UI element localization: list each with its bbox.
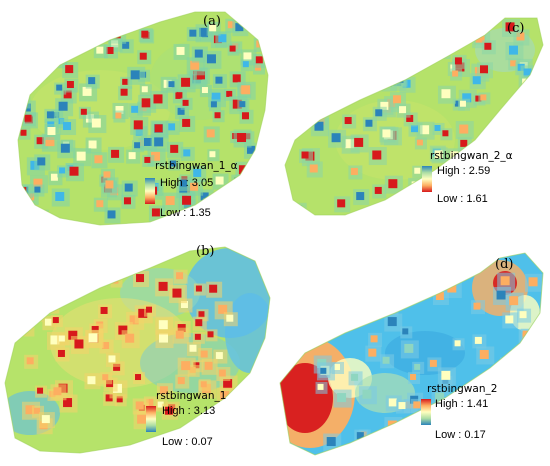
legend-title-d: rstbingwan_2 xyxy=(427,383,498,395)
legend-high-c: High : 2.59 xyxy=(437,165,491,177)
panel-label-b: (b) xyxy=(196,244,215,259)
raster-cells xyxy=(5,247,270,453)
map-panel-b: (b) rstbingwan_1 High : 3.13 Low : 0.07 xyxy=(0,233,275,466)
map-panel-d: (d) rstbingwan_2 High : 1.41 Low : 0.17 xyxy=(275,233,550,466)
map-panel-c: (c) rstbingwan_2_α High : 2.59 Low : 1.6… xyxy=(275,0,550,233)
legend-title-b: rstbingwan_1 xyxy=(156,390,227,402)
raster-a xyxy=(17,11,269,226)
legend-ramp-a xyxy=(145,178,155,204)
raster-c xyxy=(284,17,544,216)
legend-low-d: Low : 0.17 xyxy=(435,429,486,441)
raster-cells xyxy=(18,12,268,225)
legend-title-a: rstbingwan_1_α xyxy=(155,160,238,172)
raster-b xyxy=(4,246,271,454)
legend-high-d: High : 1.41 xyxy=(435,398,489,410)
legend-high-a: High : 3.05 xyxy=(160,177,214,189)
legend-low-b: Low : 0.07 xyxy=(162,436,213,448)
panel-label-c: (c) xyxy=(507,21,525,36)
legend-high-b: High : 3.13 xyxy=(162,405,216,417)
legend-low-c: Low : 1.61 xyxy=(437,193,488,205)
map-panel-a: (a) rstbingwan_1_α High : 3.05 Low : 1.3… xyxy=(0,0,275,233)
legend-ramp-b xyxy=(146,406,156,432)
legend-ramp-c xyxy=(422,166,432,192)
legend-low-a: Low : 1.35 xyxy=(160,207,211,219)
panel-label-a: (a) xyxy=(203,14,221,29)
legend-ramp-d xyxy=(421,399,431,425)
raster-d xyxy=(279,252,544,456)
panel-label-d: (d) xyxy=(495,257,514,272)
legend-title-c: rstbingwan_2_α xyxy=(430,150,513,162)
